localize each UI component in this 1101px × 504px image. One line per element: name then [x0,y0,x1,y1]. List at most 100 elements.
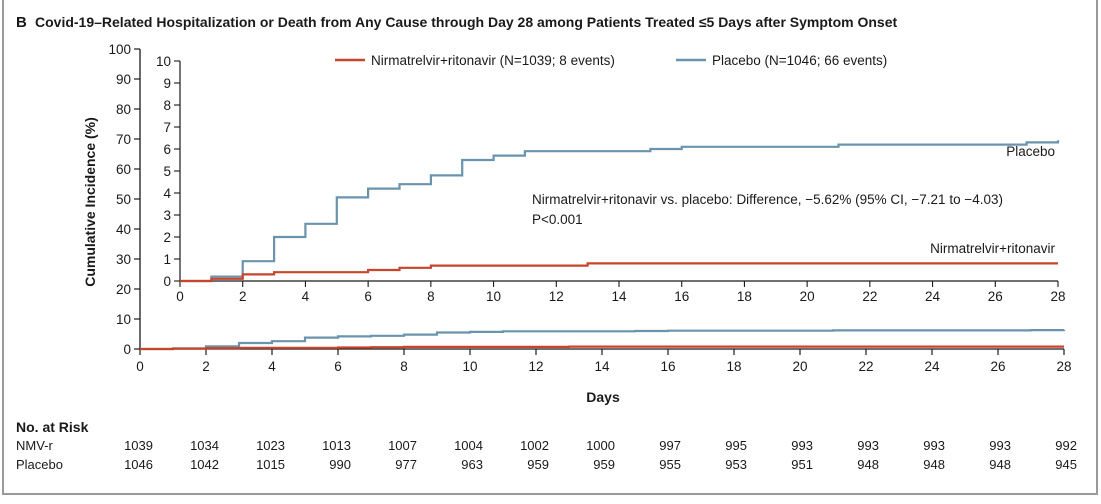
main-curve-placebo [140,329,1066,351]
legend-label-placebo: Placebo (N=1046; 66 events) [712,53,887,68]
risk-cell-nmv: 993 [989,438,1011,453]
inset-curve-nmv [180,262,1058,283]
risk-cell-nmv: 1034 [190,438,219,453]
inset-curve-placebo [180,140,1060,283]
main-x-tick-label: 24 [924,359,940,374]
inset-x-tick-label: 22 [862,289,877,304]
main-x-tick-label: 4 [268,359,276,374]
main-x-tick-label: 12 [528,359,543,374]
inset-y-tick-label: 1 [163,252,171,267]
risk-cell-nmv: 995 [725,438,747,453]
risk-cell-nmv: 1000 [586,438,615,453]
risk-cell-placebo: 953 [725,457,747,472]
risk-cell-placebo: 1015 [256,457,285,472]
series-label-nmv: Nirmatrelvir+ritonavir [930,241,1055,256]
risk-cell-placebo: 959 [593,457,615,472]
inset-x-tick-label: 10 [486,289,501,304]
inset-y-tick-label: 3 [163,208,171,223]
main-x-tick-label: 0 [136,359,144,374]
main-x-tick-label: 2 [202,359,210,374]
risk-cell-nmv: 1002 [520,438,549,453]
inset-x-tick-label: 6 [364,289,372,304]
main-y-tick-label: 90 [116,72,131,87]
risk-cell-placebo: 1046 [124,457,153,472]
risk-cell-placebo: 951 [791,457,813,472]
series-label-placebo: Placebo [1006,144,1055,159]
risk-table-cells: 1039 1034 1023 1013 1007 1004 1002 1000 997 995 99… [124,438,1077,472]
panel-letter: B [16,14,27,31]
inset-y-tick-label: 4 [163,186,171,201]
annotation-difference: Nirmatrelvir+ritonavir vs. placebo: Diff… [532,192,1003,207]
main-plot-lines [140,329,1066,351]
risk-cell-nmv: 997 [659,438,681,453]
risk-cell-nmv: 993 [923,438,945,453]
main-x-tick-label: 26 [990,359,1005,374]
risk-cell-placebo: 948 [989,457,1011,472]
main-curve-nmv [140,345,1064,351]
risk-row-label-nmv: NMV-r [16,438,54,453]
main-x-tick-label: 10 [462,359,477,374]
risk-cell-placebo: 948 [923,457,945,472]
main-x-tick-label: 20 [792,359,807,374]
legend-label-nmv: Nirmatrelvir+ritonavir (N=1039; 8 events… [371,53,615,68]
risk-cell-placebo: 945 [1055,457,1077,472]
risk-cell-nmv: 992 [1055,438,1077,453]
risk-cell-nmv: 1007 [388,438,417,453]
main-x-tick-label: 28 [1056,359,1071,374]
inset-y-tick-label: 6 [163,142,171,157]
inset-x-tick-label: 16 [674,289,689,304]
annotation-p-value: P<0.001 [532,212,583,227]
inset-y-tick-label: 9 [163,76,171,91]
main-y-tick-label: 100 [108,42,131,57]
risk-cell-nmv: 1023 [256,438,285,453]
inset-x-tick-label: 4 [302,289,310,304]
risk-cell-placebo: 977 [395,457,417,472]
inset-x-tick-label: 8 [427,289,435,304]
inset-y-tick-label: 5 [163,164,171,179]
inset-x-tick-label: 2 [239,289,247,304]
inset-x-tick-label: 20 [800,289,815,304]
main-y-tick-label: 40 [116,222,131,237]
inset-x-tick-label: 26 [988,289,1003,304]
risk-cell-placebo: 1042 [190,457,219,472]
main-y-tick-label: 30 [116,252,131,267]
main-y-tick-label: 80 [116,102,131,117]
inset-x-tick-label: 24 [925,289,941,304]
inset-y-tick-label: 0 [163,274,171,289]
x-axis-label: Days [586,389,620,405]
main-y-tick-label: 60 [116,162,131,177]
main-y-tick-label: 10 [116,312,131,327]
risk-cell-nmv: 1004 [454,438,483,453]
risk-cell-placebo: 990 [329,457,351,472]
inset-y-tick-label: 10 [156,54,171,69]
inset-x-tick-label: 12 [549,289,564,304]
inset-plot-lines [180,140,1060,283]
main-x-tick-label: 8 [400,359,408,374]
risk-cell-placebo: 963 [461,457,483,472]
y-axis-label: Cumulative Incidence (%) [82,117,98,287]
risk-cell-placebo: 948 [857,457,879,472]
main-x-tick-label: 16 [660,359,675,374]
risk-cell-placebo: 955 [659,457,681,472]
main-x-tick-label: 6 [334,359,342,374]
risk-cell-nmv: 1013 [322,438,351,453]
inset-x-tick-label: 14 [611,289,627,304]
inset-y-tick-label: 7 [163,120,171,135]
main-y-tick-label: 70 [116,132,131,147]
main-y-tick-label: 20 [116,282,131,297]
risk-cell-nmv: 993 [791,438,813,453]
risk-table-title: No. at Risk [16,419,89,435]
main-x-tick-label: 22 [858,359,873,374]
inset-x-tick-label: 0 [176,289,184,304]
risk-row-label-placebo: Placebo [16,457,63,472]
inset-y-tick-label: 2 [163,230,171,245]
main-x-tick-label: 14 [594,359,610,374]
main-y-tick-label: 50 [116,192,131,207]
main-y-tick-label: 0 [123,342,131,357]
panel-title: Covid-19–Related Hospitalization or Deat… [35,14,897,30]
risk-cell-placebo: 959 [527,457,549,472]
